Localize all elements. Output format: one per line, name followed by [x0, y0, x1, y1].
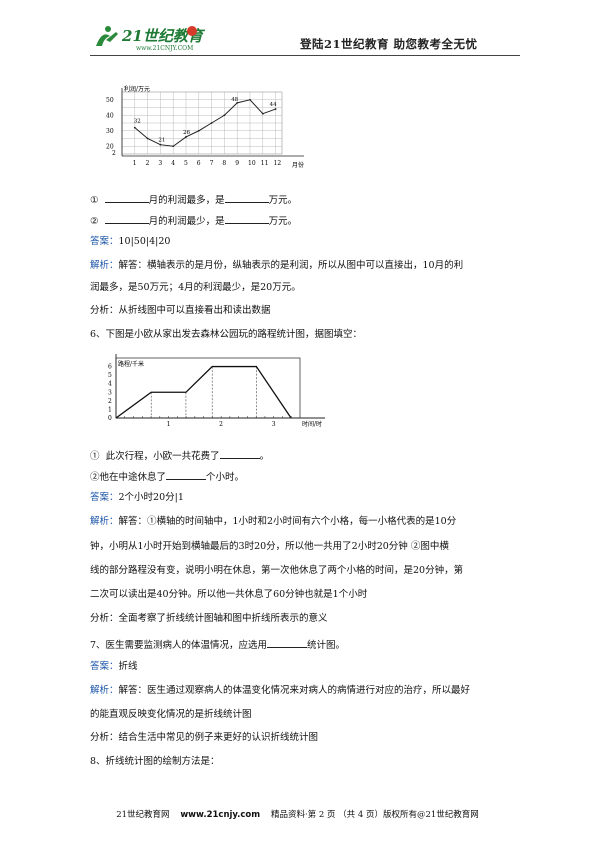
data-label: 32 — [134, 119, 141, 125]
analysis-1a: 解析：解答：横轴表示的是月份，纵轴表示的是利润，所以从图中可以直接出，10月的利 — [90, 260, 464, 271]
site-logo: 21世纪教育 www.21CNJY.COM — [92, 22, 207, 52]
summary-7: 分析：结合生活中常见的例子来更好的认识折线统计图 — [90, 732, 319, 743]
x-tick-label: 12 — [274, 160, 282, 167]
data-label: 44 — [270, 102, 277, 108]
data-point — [197, 129, 200, 132]
data-label: 48 — [231, 97, 238, 103]
y-tick-label: 50 — [106, 97, 114, 104]
blank[interactable] — [224, 192, 269, 203]
footer-page-info: 精品资料·第 2 页 （共 4 页）版权所有@21世纪教育网 — [270, 810, 479, 820]
y-tick-label: 2 — [112, 150, 116, 157]
y-tick-label: 5 — [108, 372, 112, 379]
y-axis-label: 路程/千米 — [118, 360, 144, 368]
data-point — [261, 112, 264, 115]
analysis-7a: 解析：解答：医生通过观察病人的体温变化情况来对病人的病情进行对应的治疗，所以最好 — [90, 685, 471, 696]
x-tick-label: 1 — [133, 160, 137, 167]
blank[interactable] — [267, 637, 308, 648]
x-tick-label: 11 — [261, 160, 269, 167]
x-tick-label: 8 — [222, 160, 226, 167]
blank[interactable] — [166, 469, 207, 480]
question-6a: ① 此次行程，小欧一共花费了。 — [90, 448, 269, 463]
x-tick-label: 1 — [167, 421, 171, 428]
x-tick-label: 2 — [219, 421, 223, 428]
blank[interactable] — [104, 192, 149, 203]
header-divider — [90, 55, 520, 56]
x-tick-label: 10 — [248, 160, 256, 167]
analysis-1b: 润最多，是50万元；4月的利润最少，是20万元。 — [90, 282, 301, 293]
blank[interactable] — [104, 213, 149, 224]
answer-1: 答案：10|50|4|20 — [90, 236, 171, 247]
answer-7: 答案：折线 — [90, 661, 138, 672]
data-point — [172, 145, 175, 148]
x-tick-label: 9 — [235, 160, 239, 167]
analysis-6d: 二次可以读出是40分钟。所以他一共休息了60分钟也就是1个小时 — [90, 589, 368, 600]
blank[interactable] — [219, 448, 260, 459]
question-1a: ① 月的利润最多，是 万元。 — [90, 192, 297, 207]
x-tick-label: 3 — [272, 421, 276, 428]
data-point — [223, 114, 226, 117]
blank[interactable] — [224, 213, 269, 224]
y-tick-label: 30 — [106, 128, 114, 135]
analysis-7b: 的能直观反映变化情况的是折线统计图 — [90, 709, 252, 720]
analysis-6b: 钟，小明从1小时开始到横轴最后的3时20分，所以他一共用了2小时20分钟 ②图中… — [90, 541, 449, 552]
profit-series-line — [134, 99, 276, 147]
header-slogan: 登陆21世纪教育 助您教考全无忧 — [300, 37, 478, 51]
question-6: 6、下图是小欧从家出发去森林公园玩的路程统计图，据图填空： — [90, 329, 363, 340]
answer-6: 答案：2个小时20分|1 — [90, 492, 184, 503]
y-tick-label: 6 — [108, 364, 112, 371]
analysis-6a: 解析：解答：①横轴的时间轴中，1小时和2小时间有六个小格，每一小格代表的是10分 — [90, 516, 457, 527]
y-tick-label: 4 — [108, 381, 112, 388]
y-tick-label: 0 — [108, 415, 112, 422]
data-label: 26 — [183, 130, 190, 136]
x-tick-label: 4 — [171, 160, 175, 167]
data-point — [249, 98, 251, 101]
x-axis-label: 月份 — [292, 161, 304, 169]
data-point — [185, 136, 187, 138]
question-1b: ② 月的利润最少，是 万元。 — [90, 213, 297, 228]
data-point — [133, 126, 136, 129]
question-6b: ②他在中途休息了 个小时。 — [90, 469, 244, 484]
x-tick-label: 3 — [158, 160, 162, 167]
footer-url[interactable]: www.21cnjy.com — [180, 810, 261, 820]
summary-1: 分析：从折线图中可以直接看出和读出数据 — [90, 305, 271, 316]
data-point — [274, 108, 277, 110]
question-7: 7、医生需要监测病人的体温情况，应选用 统计图。 — [90, 637, 345, 652]
x-tick-label: 2 — [146, 160, 150, 167]
data-point — [236, 101, 239, 104]
x-axis-label: 时间/时 — [302, 420, 322, 428]
distance-series-line — [115, 365, 292, 419]
y-tick-label: 20 — [106, 143, 114, 150]
x-tick-label: 7 — [210, 160, 214, 167]
y-tick-label: 3 — [108, 389, 112, 396]
question-8: 8、折线统计图的绘制方法是： — [90, 756, 220, 767]
summary-6: 分析：全面考察了折线统计图轴和图中折线所表示的意义 — [90, 613, 328, 624]
data-point — [210, 122, 213, 124]
footer-site-name: 21世纪教育网 — [116, 810, 170, 820]
svg-text:21世纪教育: 21世纪教育 — [121, 27, 206, 45]
data-label: 21 — [158, 138, 165, 144]
y-tick-label: 40 — [106, 112, 114, 119]
analysis-6c: 线的部分路程没有变，说明小明在休息，第一次他休息了两个小格的时间，是20分钟，第 — [90, 565, 464, 576]
y-tick-label: 2 — [108, 398, 112, 405]
x-tick-label: 5 — [184, 160, 188, 167]
data-point — [159, 143, 162, 146]
svg-text:www.21CNJY.COM: www.21CNJY.COM — [136, 45, 193, 52]
x-tick-label: 6 — [197, 160, 201, 167]
page-footer: 21世纪教育网 www.21cnjy.com 精品资料·第 2 页 （共 4 页… — [0, 808, 595, 820]
y-tick-label: 1 — [108, 406, 112, 413]
y-axis-label: 利润/万元 — [124, 85, 150, 93]
data-point — [146, 137, 149, 140]
